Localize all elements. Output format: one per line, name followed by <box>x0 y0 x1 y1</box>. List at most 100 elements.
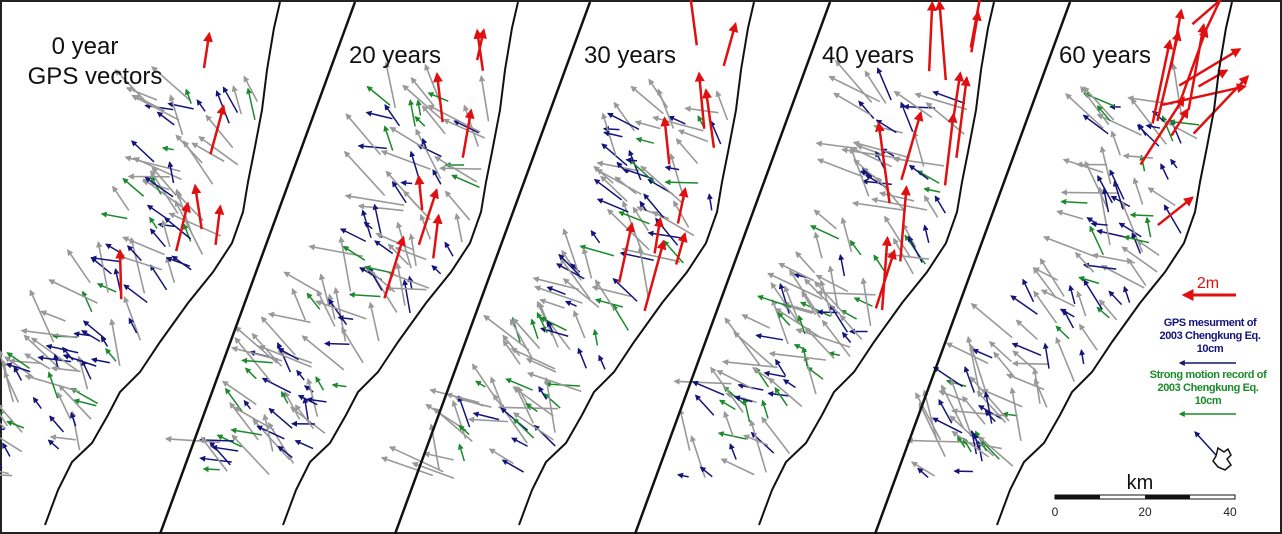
vector-arrow <box>366 85 391 106</box>
vector-arrow <box>209 104 227 155</box>
vector-arrow <box>770 282 800 324</box>
vector-arrow <box>492 393 528 444</box>
vector-arrow <box>505 378 534 391</box>
vector-arrow <box>368 301 380 342</box>
vector-arrow <box>256 425 285 440</box>
vector-arrow <box>214 204 225 245</box>
vector-arrow <box>525 358 557 373</box>
scale-unit: km <box>1127 472 1154 494</box>
vector-arrow <box>601 143 628 167</box>
vector-arrow <box>1022 278 1035 303</box>
vector-arrow <box>906 437 961 444</box>
vector-arrow <box>502 334 521 357</box>
vector-arrow <box>467 416 508 423</box>
vector-arrow <box>427 92 449 102</box>
vector-arrow <box>742 396 751 423</box>
vector-arrow <box>0 474 13 477</box>
legend-label: 2m <box>1197 275 1219 292</box>
vector-arrow <box>607 112 640 130</box>
vector-arrow <box>1122 152 1153 160</box>
vector-arrow <box>375 232 415 251</box>
vector-arrow <box>1055 325 1070 340</box>
vector-arrow <box>234 337 272 383</box>
vector-arrow <box>969 376 1010 422</box>
vector-arrow <box>600 175 628 202</box>
vector-arrow <box>258 345 312 368</box>
legend-label: 2003 Chengkung Eq. <box>1160 330 1261 342</box>
vector-arrow <box>432 213 443 259</box>
vector-arrow <box>69 411 77 427</box>
vector-arrow <box>438 165 482 172</box>
vector-arrow <box>1089 225 1105 256</box>
vector-arrow <box>771 298 789 345</box>
vector-arrow <box>839 314 863 341</box>
vector-arrow <box>799 301 832 317</box>
vector-arrow <box>306 396 327 403</box>
vector-arrow <box>364 265 392 274</box>
vector-arrow <box>710 366 744 413</box>
divider <box>393 1 592 534</box>
vector-arrow <box>931 417 963 434</box>
vector-arrow <box>591 285 632 298</box>
legend-label: Strong motion record of <box>1150 369 1267 381</box>
vector-arrow <box>1145 123 1161 130</box>
vector-arrow <box>423 451 454 461</box>
vector-arrow <box>1097 186 1111 246</box>
vector-arrow <box>1060 189 1119 196</box>
vector-arrow <box>0 403 23 433</box>
vector-arrow <box>538 385 548 400</box>
vector-arrow <box>105 348 117 362</box>
vector-arrow <box>301 335 345 371</box>
vector-arrow <box>815 274 849 293</box>
coastline <box>44 1 281 526</box>
vector-arrow <box>90 357 110 364</box>
vector-arrow <box>841 331 852 343</box>
vector-arrow <box>383 125 394 151</box>
vector-arrow <box>331 382 347 389</box>
vector-arrow <box>962 395 986 425</box>
vector-arrow <box>768 350 826 361</box>
panel-labels: 0 year GPS vectors 20 years 30 years 40 … <box>28 33 1151 90</box>
coastline <box>518 1 755 526</box>
vector-arrow <box>457 395 471 428</box>
vector-arrow <box>149 216 158 229</box>
vector-arrow <box>637 246 649 297</box>
vector-arrow <box>757 294 792 308</box>
vector-arrow <box>595 168 642 195</box>
vector-arrow <box>829 303 849 333</box>
vector-arrow <box>167 161 175 184</box>
vector-arrow <box>384 104 401 127</box>
vector-arrow <box>461 108 475 158</box>
vector-arrow <box>267 311 311 324</box>
vector-arrow <box>1083 86 1115 121</box>
vector-arrow <box>691 380 725 396</box>
vector-arrow <box>291 287 307 321</box>
coastline <box>758 1 995 526</box>
vector-arrow <box>849 146 870 197</box>
vector-arrow <box>635 137 654 144</box>
vector-arrow <box>1033 290 1058 324</box>
scale-segment <box>1145 495 1190 499</box>
vector-arrow <box>133 94 165 112</box>
vector-arrow <box>211 444 239 452</box>
vector-arrow <box>1136 239 1160 256</box>
vector-arrow <box>813 231 823 259</box>
vector-arrow <box>676 186 689 224</box>
panel-label: 60 years <box>1059 42 1151 69</box>
vector-arrow <box>1056 209 1084 220</box>
vector-arrow <box>900 110 924 181</box>
vector-arrow <box>174 201 191 252</box>
vector-arrow <box>306 377 319 417</box>
vector-arrow <box>345 113 382 156</box>
vector-arrow <box>1131 232 1142 254</box>
vector-arrow <box>1176 27 1209 109</box>
vector-arrow <box>673 200 690 228</box>
vector-arrow <box>387 271 430 289</box>
vector-arrow <box>47 371 59 399</box>
vector-arrow <box>6 420 25 429</box>
vector-arrow <box>1110 130 1122 156</box>
divider <box>633 1 832 534</box>
panel-label: 40 years <box>822 42 914 69</box>
vector-arrow <box>202 466 220 473</box>
vector-arrow <box>938 390 966 402</box>
